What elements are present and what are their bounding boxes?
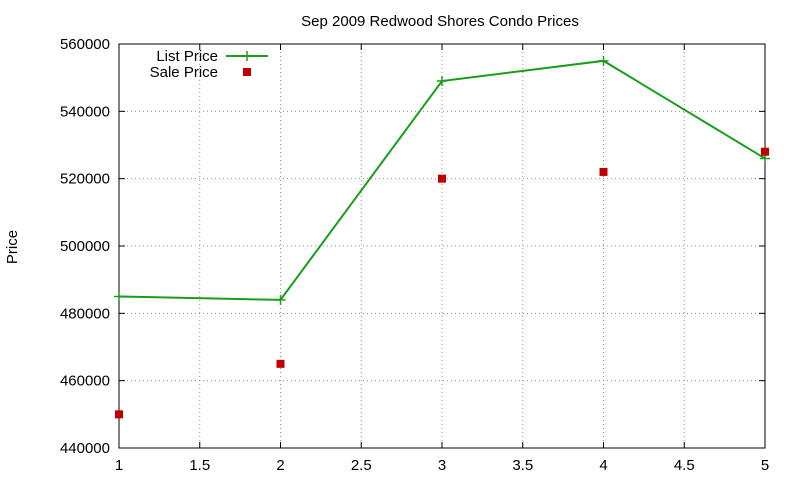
legend-square-marker — [243, 68, 251, 76]
sale-price-point — [115, 410, 123, 419]
x-tick-labels: 1 1.5 2 2.5 3 3.5 4 4.5 5 — [115, 457, 769, 474]
plot-frame — [118, 43, 766, 449]
y-tick-label: 540000 — [60, 103, 110, 120]
y-tick-label: 460000 — [60, 373, 110, 390]
legend-plus-marker — [242, 51, 252, 61]
y-tick-label: 520000 — [60, 171, 110, 188]
x-tick-label: 4 — [599, 457, 607, 474]
sale-price-point — [599, 167, 608, 176]
y-tick-label: 560000 — [60, 36, 110, 53]
legend-label: List Price — [156, 48, 218, 65]
x-tick-label: 1 — [115, 457, 123, 474]
sale-price-point — [276, 359, 285, 368]
x-tick-label: 1.5 — [189, 457, 210, 474]
grid-lines — [119, 44, 765, 448]
x-tick-label: 3.5 — [512, 457, 533, 474]
list-price-point — [598, 55, 609, 66]
list-price-point — [114, 291, 124, 302]
list-price-point — [437, 76, 447, 87]
x-tick-label: 5 — [761, 457, 769, 474]
sale-price-point — [438, 174, 446, 183]
y-tick-label: 480000 — [60, 305, 110, 322]
legend-label: Sale Price — [150, 64, 218, 81]
x-tick-label: 2 — [276, 457, 284, 474]
y-tick-labels: 440000 460000 480000 500000 520000 540000 5600… — [60, 36, 110, 457]
x-tick-label: 2.5 — [351, 457, 372, 474]
y-tick-label: 500000 — [60, 238, 110, 255]
sale-price-point — [761, 147, 769, 156]
x-tick-label: 4.5 — [674, 457, 695, 474]
x-tick-label: 3 — [438, 457, 446, 474]
series-layer — [114, 55, 770, 419]
series-sale-price — [115, 147, 769, 419]
list-price-point — [275, 294, 286, 305]
axis-ticks — [118, 43, 766, 449]
y-tick-label: 440000 — [60, 440, 110, 457]
y-axis-label: Price — [4, 230, 21, 264]
chart-title: Sep 2009 Redwood Shores Condo Prices — [301, 13, 579, 30]
